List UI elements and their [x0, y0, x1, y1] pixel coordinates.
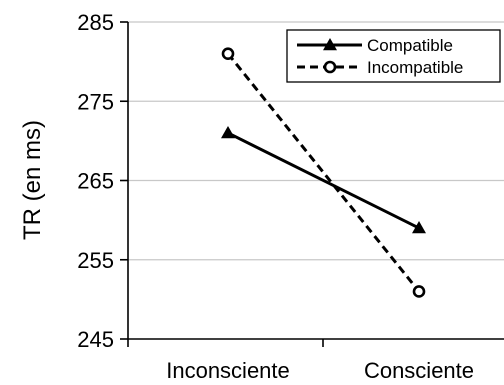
- y-tick-label: 265: [77, 169, 114, 194]
- series-layer: [221, 47, 426, 298]
- series-line-compatible: [227, 131, 420, 230]
- y-tick-labels: 245 255 265 275 285: [77, 10, 114, 352]
- y-tick-label: 275: [77, 89, 114, 114]
- data-point-incompatible: [221, 47, 235, 61]
- y-tick-label: 285: [77, 10, 114, 35]
- data-point-compatible: [221, 125, 235, 139]
- data-point-incompatible: [412, 285, 426, 298]
- x-tick-label: Consciente: [364, 358, 474, 383]
- x-tick-labels: Inconsciente Consciente: [166, 358, 474, 383]
- series-line-incompatible: [226, 52, 421, 293]
- y-tick-label: 245: [77, 327, 114, 352]
- legend-label: Compatible: [367, 36, 453, 55]
- y-axis-label: TR (en ms): [19, 120, 46, 240]
- gridlines: [128, 21, 504, 261]
- data-point-compatible: [412, 221, 426, 234]
- y-tick-label: 255: [77, 248, 114, 273]
- legend-marker: [323, 60, 337, 74]
- legend: Compatible Incompatible: [286, 29, 501, 83]
- legend-marker: [323, 38, 337, 51]
- axes: [120, 21, 504, 347]
- legend-box: [286, 29, 501, 83]
- legend-label: Incompatible: [367, 58, 463, 77]
- x-tick-label: Inconsciente: [166, 358, 290, 383]
